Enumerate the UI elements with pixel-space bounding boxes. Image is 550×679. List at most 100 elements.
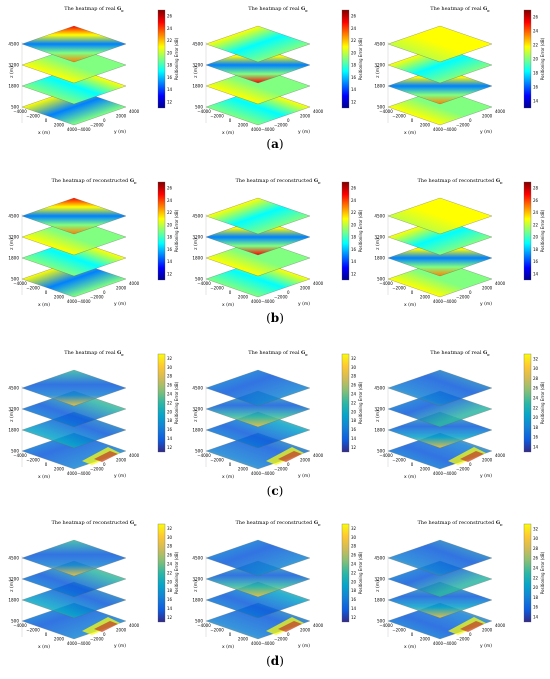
colorbar-tick-label: 24 bbox=[351, 198, 357, 203]
x-tick-label: 0 bbox=[45, 632, 48, 637]
x-tick-label: 4000 bbox=[433, 127, 444, 132]
colorbar-tick-label: 16 bbox=[533, 84, 539, 89]
y-tick-label: 4000 bbox=[129, 453, 140, 458]
x-tick-label: −2000 bbox=[210, 286, 224, 291]
z-tick-label: 500 bbox=[195, 105, 203, 110]
x-tick-label: −2000 bbox=[392, 458, 406, 463]
panel-title: The heatmap of reconstructed Gc bbox=[417, 520, 503, 527]
x-axis-label: x (m) bbox=[38, 130, 50, 136]
colorbar-label: Positioning Error (dB) bbox=[358, 37, 363, 80]
colorbar-label: Positioning Error (dB) bbox=[540, 381, 545, 424]
z-tick-label: 3200 bbox=[192, 407, 203, 412]
y-tick-label: −4000 bbox=[443, 641, 457, 646]
x-tick-label: 0 bbox=[411, 290, 414, 295]
y-tick-label: −2000 bbox=[274, 467, 288, 472]
heatmap-panel-3-1: The heatmap of real Gc 500 1800 3200 4500 z (… bbox=[6, 348, 182, 498]
z-tick-label: 3200 bbox=[374, 235, 385, 240]
panel-title: The heatmap of real Gc bbox=[430, 350, 490, 357]
colorbar-label: Positioning Error (dB) bbox=[174, 37, 179, 80]
colorbar-tick-label: 14 bbox=[351, 87, 357, 92]
colorbar-tick-label: 14 bbox=[533, 445, 539, 450]
y-axis-label: y (m) bbox=[114, 643, 126, 649]
colorbar-tick-label: 26 bbox=[533, 198, 539, 203]
colorbar-tick-label: 20 bbox=[533, 415, 539, 420]
x-axis-label: x (m) bbox=[222, 302, 234, 308]
y-tick-label: 0 bbox=[287, 462, 290, 467]
y-axis-label: y (m) bbox=[480, 129, 492, 135]
x-tick-label: 0 bbox=[229, 118, 232, 123]
z-tick-label: 3200 bbox=[374, 63, 385, 68]
colorbar-tick-label: 16 bbox=[351, 597, 357, 602]
x-axis-label: x (m) bbox=[38, 302, 50, 308]
colorbar-tick-label: 18 bbox=[351, 63, 357, 68]
x-tick-label: −2000 bbox=[210, 628, 224, 633]
heatmap-layer-4500 bbox=[21, 197, 127, 235]
colorbar-tick-label: 22 bbox=[533, 575, 539, 580]
colorbar-tick-label: 22 bbox=[167, 400, 173, 405]
colorbar-tick-label: 26 bbox=[533, 14, 539, 19]
colorbar-tick-label: 26 bbox=[351, 553, 357, 558]
colorbar-tick-label: 22 bbox=[533, 42, 539, 47]
z-tick-label: 4500 bbox=[374, 386, 385, 391]
colorbar-tick-label: 22 bbox=[167, 210, 173, 215]
x-tick-label: −4000 bbox=[379, 453, 393, 458]
colorbar-tick-label: 20 bbox=[167, 579, 173, 584]
y-tick-label: 4000 bbox=[129, 109, 140, 114]
row-caption-1: (a) bbox=[266, 137, 284, 151]
z-tick-label: 3200 bbox=[374, 407, 385, 412]
x-tick-label: 2000 bbox=[238, 467, 249, 472]
y-tick-label: −4000 bbox=[77, 127, 91, 132]
heatmap-panel-1-3: The heatmap of real Gc 500 1800 3200 4500 z (… bbox=[372, 4, 548, 154]
x-tick-label: 2000 bbox=[54, 467, 65, 472]
y-axis-label: y (m) bbox=[298, 643, 310, 649]
y-tick-label: 2000 bbox=[482, 286, 493, 291]
y-tick-label: 4000 bbox=[313, 623, 324, 628]
z-tick-label: 500 bbox=[377, 277, 385, 282]
z-axis-label: z (m) bbox=[193, 238, 199, 250]
x-tick-label: −2000 bbox=[26, 458, 40, 463]
x-tick-label: 4000 bbox=[251, 471, 262, 476]
x-axis-label: x (m) bbox=[38, 474, 50, 480]
colorbar-label: Positioning Error (dB) bbox=[540, 37, 545, 80]
colorbar-tick-label: 14 bbox=[533, 271, 539, 276]
panel-title: The heatmap of reconstructed Gc bbox=[417, 178, 503, 185]
x-tick-label: 2000 bbox=[420, 295, 431, 300]
colorbar-tick-label: 26 bbox=[167, 14, 173, 19]
y-tick-label: 0 bbox=[469, 290, 472, 295]
colorbar-label: Positioning Error (dB) bbox=[174, 381, 179, 424]
colorbar-tick-label: 20 bbox=[167, 222, 173, 227]
z-tick-label: 4500 bbox=[374, 42, 385, 47]
y-tick-label: 4000 bbox=[129, 281, 140, 286]
colorbar-tick-label: 14 bbox=[533, 98, 539, 103]
colorbar-tick-label: 20 bbox=[351, 222, 357, 227]
z-axis-label: z (m) bbox=[375, 66, 381, 78]
colorbar-tick-label: 18 bbox=[351, 418, 357, 423]
colorbar-tick-label: 22 bbox=[533, 405, 539, 410]
z-tick-label: 3200 bbox=[8, 407, 19, 412]
x-axis-label: x (m) bbox=[222, 474, 234, 480]
y-axis-label: y (m) bbox=[298, 473, 310, 479]
y-tick-label: 0 bbox=[103, 290, 106, 295]
y-tick-label: −4000 bbox=[261, 641, 275, 646]
z-tick-label: 3200 bbox=[192, 235, 203, 240]
y-tick-label: −4000 bbox=[443, 299, 457, 304]
colorbar-tick-label: 26 bbox=[351, 186, 357, 191]
y-tick-label: 2000 bbox=[116, 458, 127, 463]
colorbar-tick-label: 14 bbox=[167, 87, 173, 92]
x-tick-label: −4000 bbox=[13, 453, 27, 458]
row-caption-3: (c) bbox=[266, 484, 284, 498]
z-tick-label: 500 bbox=[11, 619, 19, 624]
colorbar-tick-label: 22 bbox=[351, 210, 357, 215]
high-error-core bbox=[278, 451, 302, 462]
z-axis-label: z (m) bbox=[193, 580, 199, 592]
y-tick-label: −2000 bbox=[456, 295, 470, 300]
colorbar-tick-label: 12 bbox=[351, 445, 357, 450]
colorbar-label: Positioning Error (dB) bbox=[358, 551, 363, 594]
y-tick-label: 0 bbox=[103, 462, 106, 467]
